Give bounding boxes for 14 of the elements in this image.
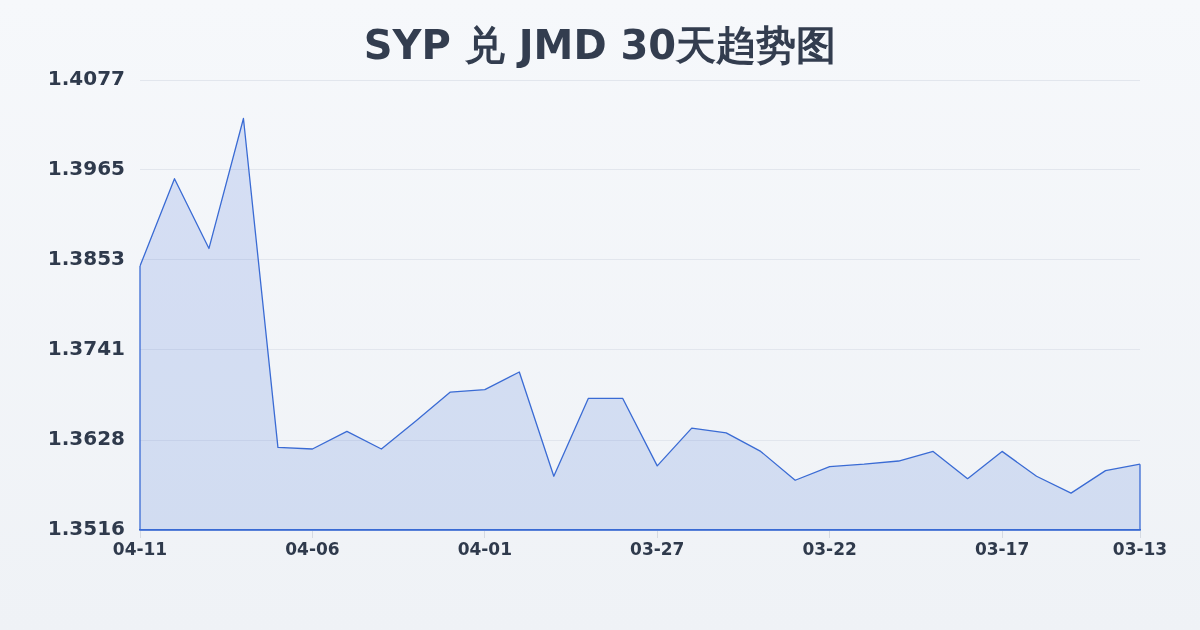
y-tick-label: 1.3741 bbox=[47, 335, 125, 360]
x-tick-label: 04-01 bbox=[457, 538, 513, 559]
x-tick-label: 03-17 bbox=[974, 538, 1030, 559]
y-tick-label: 1.3965 bbox=[47, 156, 125, 181]
y-tick-label: 1.3853 bbox=[47, 245, 125, 270]
chart-title: SYP 兑 JMD 30天趋势图 bbox=[363, 22, 837, 68]
x-tick-label: 03-13 bbox=[1112, 538, 1168, 559]
x-tick-label: 04-11 bbox=[112, 538, 168, 559]
x-tick-label: 04-06 bbox=[285, 538, 340, 559]
y-tick-label: 1.3516 bbox=[47, 516, 125, 541]
x-tick-label: 03-22 bbox=[802, 538, 857, 559]
y-tick-label: 1.3628 bbox=[47, 426, 125, 451]
y-tick-label: 1.4077 bbox=[47, 66, 125, 91]
x-tick-label: 03-27 bbox=[630, 538, 685, 559]
